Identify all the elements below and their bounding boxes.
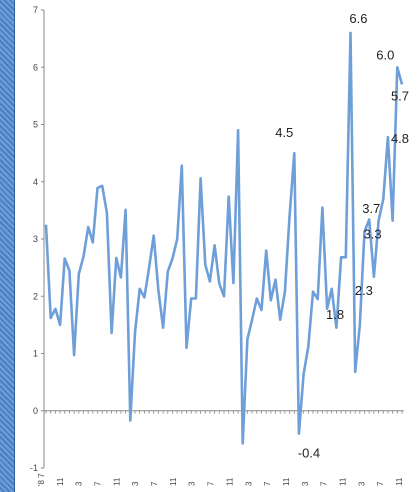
- x-tick-label: 3: [188, 481, 197, 486]
- y-axis-ticks: -1 0 1 2 3 4 5 6 7: [30, 5, 44, 473]
- x-tick-label: 11: [112, 477, 121, 486]
- x-tick-label: 3: [131, 481, 140, 486]
- series-line: [44, 31, 404, 445]
- window-left-border: [0, 0, 15, 492]
- y-tick-label: -1: [30, 463, 38, 473]
- x-tick-label: 11: [225, 477, 234, 486]
- data-label: 2.3: [355, 283, 373, 298]
- x-tick-label: 3: [75, 481, 84, 486]
- y-tick-label: 5: [33, 120, 38, 130]
- x-tick-label: 11: [56, 477, 65, 486]
- data-label: 3.7: [362, 201, 380, 216]
- series-group: [44, 31, 404, 445]
- x-tick-label: '8 7: [37, 473, 46, 486]
- x-tick-label: 3: [357, 481, 366, 486]
- data-label: 1.8: [326, 307, 344, 322]
- x-tick-label: 11: [338, 477, 347, 486]
- x-tick-label: 7: [320, 481, 329, 486]
- data-labels-group: 4.5 -0.4 1.8 6.6 2.3 3.3 3.7 4.8 6.0 5.7: [275, 11, 409, 461]
- x-tick-label: 3: [301, 481, 310, 486]
- x-tick-label: 7: [150, 481, 159, 486]
- y-tick-label: 4: [33, 177, 38, 187]
- y-tick-label: 3: [33, 234, 38, 244]
- x-tick-label: 11: [282, 477, 291, 486]
- data-label: 6.0: [376, 47, 394, 62]
- x-axis-ticks: '8 7 11 3 7 11 3 7 11 3 7 11 3 7 11 3 7 11 3 7 11: [37, 473, 404, 486]
- x-tick-label: 11: [169, 477, 178, 486]
- data-label: 4.5: [275, 125, 293, 140]
- x-tick-label: 11: [395, 477, 404, 486]
- y-tick-label: 2: [33, 291, 38, 301]
- x-tick-label: 7: [207, 481, 216, 486]
- y-tick-label: 7: [33, 5, 38, 15]
- y-tick-label: 0: [33, 406, 38, 416]
- data-label: 5.7: [391, 88, 409, 103]
- y-tick-label: 6: [33, 62, 38, 72]
- data-label: 4.8: [391, 131, 409, 146]
- y-tick-label: 1: [33, 349, 38, 359]
- data-label: 3.3: [364, 227, 382, 242]
- data-label: 6.6: [349, 11, 367, 26]
- x-tick-label: 3: [244, 481, 253, 486]
- data-label: -0.4: [298, 446, 320, 461]
- x-tick-label: 7: [263, 481, 272, 486]
- x-tick-label: 7: [376, 481, 385, 486]
- x-tick-label: 7: [94, 481, 103, 486]
